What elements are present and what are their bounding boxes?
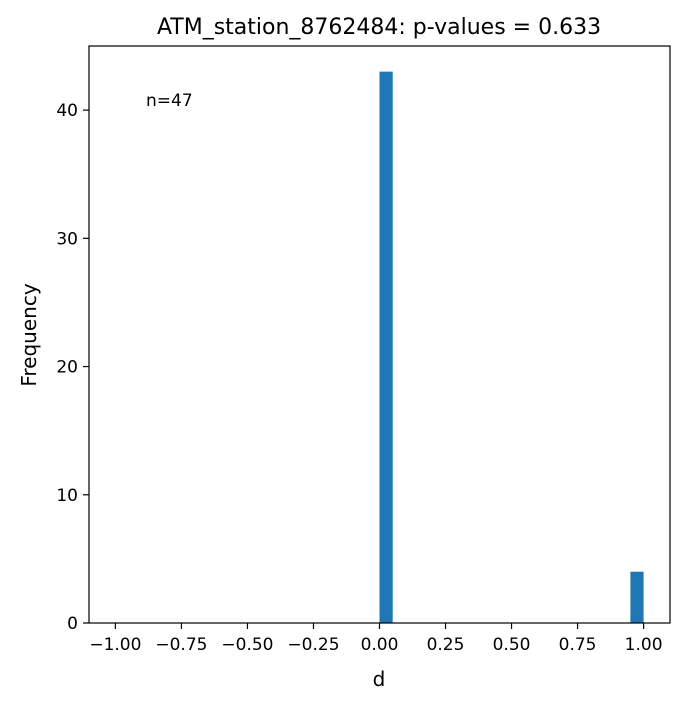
x-tick-label: 0.50 bbox=[493, 635, 531, 655]
x-tick-label: −1.00 bbox=[89, 635, 141, 655]
histogram-bar-0 bbox=[379, 71, 393, 623]
y-axis: 0 10 20 30 40 bbox=[56, 101, 89, 634]
x-tick-label: 1.00 bbox=[625, 635, 663, 655]
x-tick-label: −0.50 bbox=[221, 635, 273, 655]
x-tick-label: −0.75 bbox=[155, 635, 207, 655]
chart-title: ATM_station_8762484: p-values = 0.633 bbox=[157, 15, 601, 40]
bars-group bbox=[379, 71, 644, 623]
histogram-bar-1 bbox=[630, 571, 644, 623]
y-tick-label: 20 bbox=[56, 358, 78, 378]
x-tick-label: 0.75 bbox=[559, 635, 597, 655]
x-tick-label: −0.25 bbox=[287, 635, 339, 655]
x-tick-label: 0.00 bbox=[361, 635, 399, 655]
y-tick-label: 0 bbox=[67, 614, 78, 634]
x-axis: −1.00 −0.75 −0.50 −0.25 0.00 0.25 0.50 0.75 1.00 bbox=[89, 623, 663, 655]
sample-size-annotation: n=47 bbox=[146, 91, 193, 111]
y-tick-label: 10 bbox=[56, 486, 78, 506]
y-tick-label: 40 bbox=[56, 101, 78, 121]
x-axis-label: d bbox=[373, 667, 386, 691]
y-tick-label: 30 bbox=[56, 229, 78, 249]
x-tick-label: 0.25 bbox=[427, 635, 465, 655]
y-axis-label: Frequency bbox=[17, 283, 41, 386]
